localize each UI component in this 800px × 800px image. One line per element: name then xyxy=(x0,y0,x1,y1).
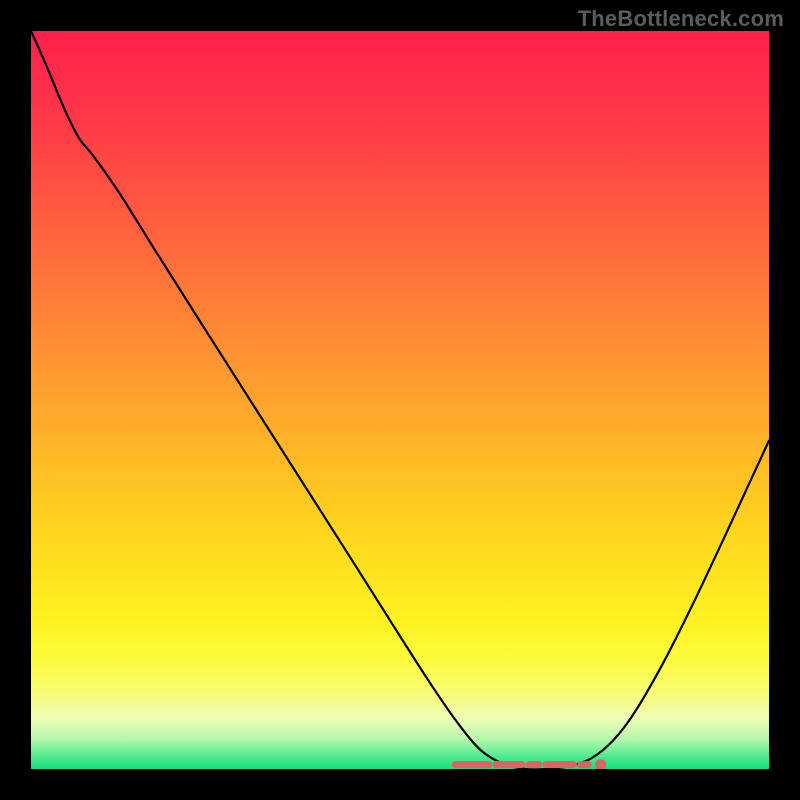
gradient-background xyxy=(31,31,769,769)
gradient-chart xyxy=(31,31,769,769)
chart-container: TheBottleneck.com xyxy=(0,0,800,800)
watermark-text: TheBottleneck.com xyxy=(578,6,784,32)
plot-area xyxy=(31,31,769,769)
